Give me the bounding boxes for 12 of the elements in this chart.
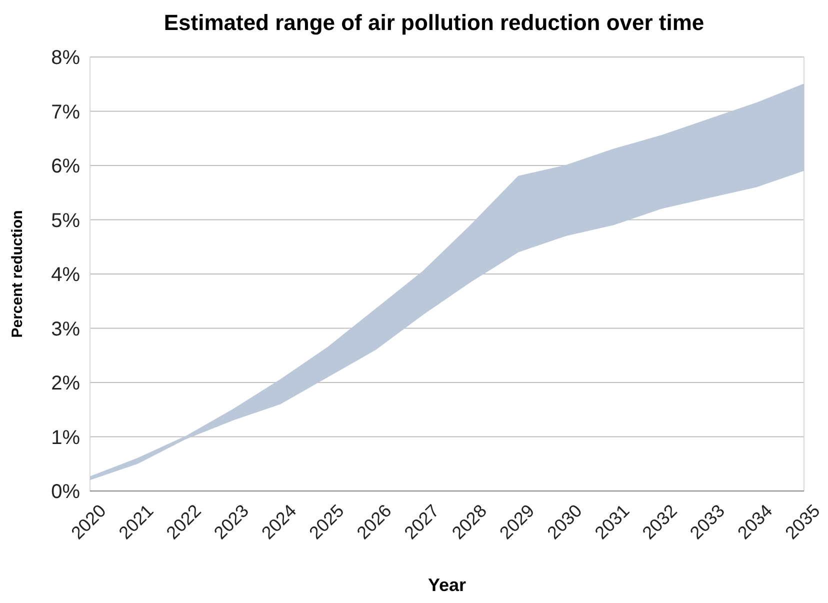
y-tick-label: 1% xyxy=(51,426,80,449)
y-tick-label: 0% xyxy=(51,481,80,503)
y-tick-label: 8% xyxy=(51,47,80,69)
y-tick-label: 6% xyxy=(51,156,80,178)
y-axis-title: Percent reduction xyxy=(9,210,26,338)
y-tick-label: 4% xyxy=(51,264,80,286)
chart-title: Estimated range of air pollution reduction over time xyxy=(164,10,704,35)
y-tick-label: 2% xyxy=(51,372,80,394)
y-tick-label: 5% xyxy=(51,210,80,232)
y-tick-label: 3% xyxy=(51,318,80,340)
y-tick-label: 7% xyxy=(51,101,80,124)
x-axis-title: Year xyxy=(428,575,466,595)
